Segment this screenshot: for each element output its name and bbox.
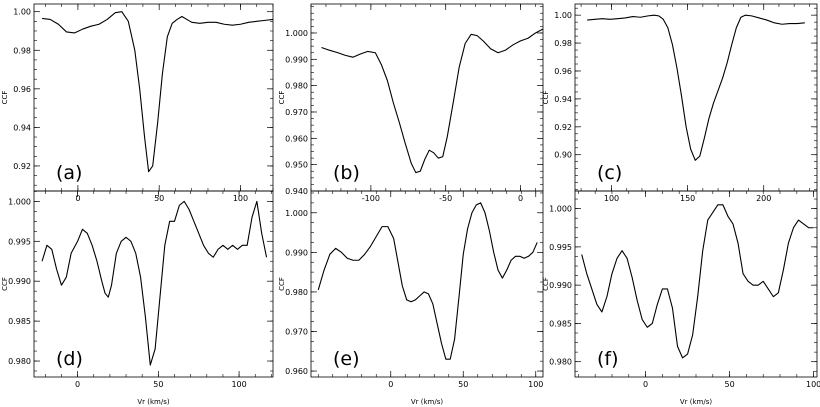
ccf-series-line (42, 11, 274, 173)
panel-label: (d) (56, 348, 83, 370)
y-axis-title: CCF (542, 91, 550, 105)
y-axis-title: CCF (1, 277, 9, 291)
y-tick-label: 0.980 (8, 357, 31, 366)
x-tick-label: 100 (231, 380, 246, 389)
panel-label: (f) (597, 348, 619, 370)
x-tick-label: 0 (388, 380, 393, 389)
x-tick-label: 0 (518, 194, 523, 203)
x-tick-label: -100 (362, 194, 380, 203)
x-tick-label: 50 (154, 194, 164, 203)
y-tick-label: 0.960 (285, 367, 308, 376)
y-tick-label: 0.980 (549, 358, 572, 367)
x-tick-label: 50 (153, 380, 163, 389)
y-tick-label: 0.990 (549, 281, 572, 290)
y-axis-title: CCF (278, 91, 286, 105)
y-axis-title: CCF (278, 277, 286, 291)
x-tick-label: 0 (75, 194, 80, 203)
y-tick-label: 0.995 (8, 237, 31, 246)
panel-4: 0 50 100 0.980 0.985 0.990 0.995 1.000 CCF Vr (km… (1, 190, 274, 406)
plot-frame (310, 190, 544, 378)
y-tick-label: 1.00 (13, 8, 31, 17)
x-tick-label: 0 (643, 380, 648, 389)
x-tick-label: 100 (233, 194, 248, 203)
panel-3: 100 150 200 0.90 0.92 0.94 0.96 0.98 1.00 CCF (c) (542, 3, 818, 203)
y-tick-label: 0.990 (8, 277, 31, 286)
y-tick-label: 0.980 (285, 82, 308, 91)
y-tick-label: 1.000 (8, 197, 31, 206)
y-tick-label: 0.98 (554, 39, 572, 48)
y-tick-label: 0.960 (285, 134, 308, 143)
y-tick-label: 0.96 (554, 67, 572, 76)
y-axis-title: CCF (1, 91, 9, 105)
y-tick-label: 0.970 (285, 327, 308, 336)
y-axis-title: CCF (542, 277, 550, 291)
y-tick-label: 0.990 (285, 55, 308, 64)
y-tick-label: 0.90 (554, 151, 572, 160)
y-tick-label: 1.000 (285, 209, 308, 218)
x-axis-title: Vr (km/s) (680, 398, 713, 406)
panel-label: (c) (597, 162, 622, 184)
y-tick-label: 1.000 (285, 29, 308, 38)
x-tick-label: 50 (458, 380, 468, 389)
x-tick-label: 100 (528, 380, 543, 389)
x-tick-label: 0 (75, 380, 80, 389)
y-tick-label: 0.92 (13, 162, 31, 171)
y-tick-label: 0.980 (285, 288, 308, 297)
panel-label: (a) (56, 162, 82, 184)
y-tick-label: 0.985 (549, 319, 572, 328)
ccf-series-line (581, 204, 814, 359)
x-axis-title: Vr (km/s) (411, 398, 444, 406)
y-tick-label: 0.990 (285, 248, 308, 257)
x-tick-label: 100 (604, 194, 619, 203)
x-tick-label: 50 (725, 380, 735, 389)
x-tick-label: 200 (756, 194, 771, 203)
ccf-series-line (321, 28, 544, 174)
panel-6: 0 50 100 0.980 0.985 0.990 0.995 1.000 CCF Vr (km… (542, 190, 820, 406)
x-tick-label: 100 (806, 380, 820, 389)
x-tick-label: -50 (439, 194, 452, 203)
y-tick-label: 0.985 (8, 317, 31, 326)
y-tick-label: 0.950 (285, 161, 308, 170)
y-tick-label: 0.98 (13, 46, 31, 55)
y-tick-label: 1.00 (554, 11, 572, 20)
y-tick-label: 0.995 (549, 243, 572, 252)
panel-2: -100 -50 0 0.940 0.950 0.960 0.970 0.980 0.990 1.… (278, 3, 544, 203)
y-tick-label: 0.92 (554, 123, 572, 132)
panel-5: 0 50 100 0.960 0.970 0.980 0.990 1.000 CCF Vr (km… (278, 190, 544, 406)
panel-label: (e) (333, 348, 360, 370)
x-axis-title: Vr (km/s) (137, 398, 170, 406)
ccf-series-line (317, 202, 538, 360)
y-tick-label: 0.96 (13, 85, 31, 94)
x-tick-label: 150 (680, 194, 695, 203)
y-tick-label: 0.94 (13, 123, 31, 132)
ccf-series-line (41, 200, 268, 366)
panel-label: (b) (333, 162, 360, 184)
y-tick-label: 0.940 (285, 187, 308, 196)
y-tick-label: 1.000 (549, 205, 572, 214)
y-tick-label: 0.970 (285, 108, 308, 117)
y-tick-label: 0.94 (554, 95, 572, 104)
ccf-series-line (587, 14, 805, 161)
plot-frame (33, 190, 274, 378)
panel-1: 0 50 100 0.92 0.94 0.96 0.98 1.00 CCF (a) (1, 3, 274, 203)
